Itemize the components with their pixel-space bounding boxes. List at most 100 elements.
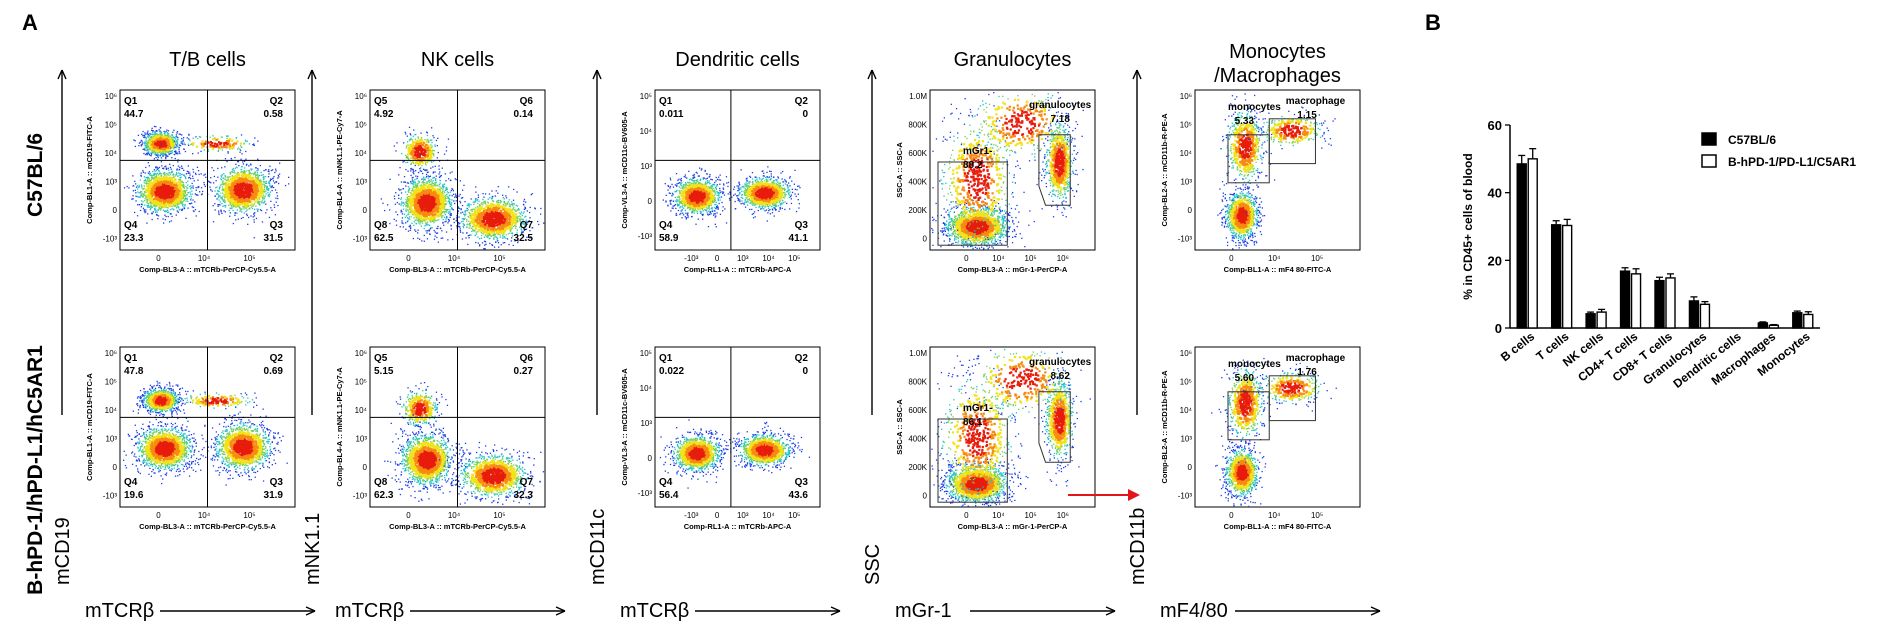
x-marker-label: mTCRβ xyxy=(335,600,404,622)
y-tick-label: 600K xyxy=(908,149,927,158)
y-axis-label: Comp-BL1-A :: mCD19-FITC-A xyxy=(85,116,94,224)
x-tick-label: 10⁵ xyxy=(493,511,505,520)
x-tick-label: 10⁴ xyxy=(448,511,461,520)
y-axis-label: Comp-BL1-A :: mCD19-FITC-A xyxy=(85,373,94,481)
red-arrow-head xyxy=(1128,489,1140,501)
column-title: T/B cells xyxy=(169,49,246,71)
bar xyxy=(1655,281,1664,328)
y-tick-label: 0 xyxy=(113,463,118,472)
x-tick-label: 10⁴ xyxy=(762,254,775,263)
x-tick-label: 10⁵ xyxy=(1025,511,1037,520)
quadrant-name: Q4 xyxy=(659,477,673,488)
bar xyxy=(1689,301,1698,328)
x-axis-label: Comp-BL3-A :: mGr-1-PerCP-A xyxy=(958,265,1068,274)
quadrant-name: Q8 xyxy=(374,477,388,488)
quadrant-name: Q5 xyxy=(374,96,388,107)
bar xyxy=(1621,271,1630,328)
y-tick-label: 10⁶ xyxy=(1180,349,1192,358)
gate-name: monocytes xyxy=(1228,102,1281,113)
x-tick-label: 10⁵ xyxy=(243,254,255,263)
y-marker-label: mCD11b xyxy=(1127,508,1149,585)
bar xyxy=(1563,225,1572,328)
y-tick-label: 10³ xyxy=(105,435,117,444)
x-tick-label: 10⁴ xyxy=(1268,511,1281,520)
gate-value: 1.76 xyxy=(1297,367,1317,378)
y-tick-label: 20 xyxy=(1488,253,1502,268)
x-marker-label: mGr-1 xyxy=(895,600,952,622)
y-tick-label: 0 xyxy=(923,235,928,244)
y-tick-label: -10³ xyxy=(353,235,368,244)
x-tick-label: B cells xyxy=(1498,329,1537,364)
x-tick-label: 0 xyxy=(406,254,411,263)
x-tick-label: 10⁴ xyxy=(448,254,461,263)
x-tick-label: 0 xyxy=(715,511,720,520)
gate-name: granulocytes xyxy=(1029,357,1092,368)
quadrant-name: Q1 xyxy=(124,96,138,107)
quadrant-name: Q1 xyxy=(659,96,673,107)
column-title: Granulocytes xyxy=(954,49,1072,71)
x-axis-label: Comp-BL1-A :: mF4 80-FITC-A xyxy=(1224,522,1332,531)
gate-name: monocytes xyxy=(1228,359,1281,370)
quadrant-name: Q8 xyxy=(374,220,388,231)
bar xyxy=(1597,312,1606,328)
y-tick-label: 200K xyxy=(908,206,927,215)
quadrant-name: Q6 xyxy=(520,353,534,364)
y-tick-label: 0 xyxy=(648,454,653,463)
legend-label: B-hPD-1/PD-L1/C5AR1 xyxy=(1728,155,1856,169)
quadrant-name: Q2 xyxy=(795,96,809,107)
y-tick-label: 10³ xyxy=(355,178,367,187)
y-tick-label: 10⁶ xyxy=(105,349,117,358)
y-axis-label: Comp-VL3-A :: mCD11c-BV605-A xyxy=(620,368,629,486)
bar xyxy=(1552,225,1561,328)
y-tick-label: 10⁴ xyxy=(105,406,118,415)
y-tick-label: 0 xyxy=(923,492,928,501)
y-tick-label: 400K xyxy=(908,435,927,444)
y-tick-label: 600K xyxy=(908,406,927,415)
legend-swatch xyxy=(1702,133,1716,145)
quadrant-name: Q4 xyxy=(659,220,673,231)
gate-name: mGr1- xyxy=(963,146,992,157)
x-axis-label: Comp-BL1-A :: mF4 80-FITC-A xyxy=(1224,265,1332,274)
y-tick-label: 10⁵ xyxy=(640,92,652,101)
x-tick-label: 10⁴ xyxy=(992,511,1005,520)
quadrant-value: 0.69 xyxy=(264,366,284,377)
x-axis-label: Comp-RL1-A :: mTCRb-APC-A xyxy=(684,522,792,531)
y-tick-label: 10⁵ xyxy=(355,121,367,130)
x-tick-label: 10⁵ xyxy=(788,254,800,263)
x-tick-label: 10⁴ xyxy=(762,511,775,520)
quadrant-value: 41.1 xyxy=(789,233,809,244)
quadrant-name: Q6 xyxy=(520,96,534,107)
y-tick-label: 10³ xyxy=(355,435,367,444)
x-tick-label: -10³ xyxy=(684,254,699,263)
y-tick-label: 0 xyxy=(113,206,118,215)
y-tick-label: -10³ xyxy=(1178,492,1193,501)
y-tick-label: 1.0M xyxy=(909,92,927,101)
y-tick-label: -10³ xyxy=(1178,235,1193,244)
x-tick-label: 10³ xyxy=(737,511,749,520)
y-tick-label: 0 xyxy=(1495,321,1502,336)
x-tick-label: 10⁶ xyxy=(1057,254,1069,263)
y-tick-label: 10⁴ xyxy=(1180,406,1193,415)
y-marker-label: mCD19 xyxy=(52,517,74,585)
y-tick-label: 10⁵ xyxy=(640,349,652,358)
y-tick-label: 800K xyxy=(908,378,927,387)
quadrant-value: 31.5 xyxy=(264,233,284,244)
quadrant-name: Q2 xyxy=(270,353,284,364)
y-marker-label: mCD11c xyxy=(587,509,609,585)
y-tick-label: 10⁵ xyxy=(1180,378,1192,387)
figure: A B C57BL/6B-hPD-1/hPD-L1/hC5AR1T/B cell… xyxy=(0,0,1894,630)
x-tick-label: 0 xyxy=(715,254,720,263)
x-tick-label: 10⁴ xyxy=(1268,254,1281,263)
y-tick-label: -10³ xyxy=(103,235,118,244)
flow-column-4: Monocytes/MacrophagesmCD11bmF4/80Comp-BL… xyxy=(1127,41,1380,622)
quadrant-value: 62.3 xyxy=(374,490,394,501)
y-tick-label: 10⁶ xyxy=(355,349,367,358)
y-axis-label: SSC-A :: SSC-A xyxy=(895,399,904,455)
x-axis-label: Comp-BL3-A :: mTCRb-PerCP-Cy5.5-A xyxy=(389,265,526,274)
quadrant-value: 0 xyxy=(802,366,808,377)
gate-value: 5.33 xyxy=(1235,116,1255,127)
x-tick-label: 10⁵ xyxy=(788,511,800,520)
